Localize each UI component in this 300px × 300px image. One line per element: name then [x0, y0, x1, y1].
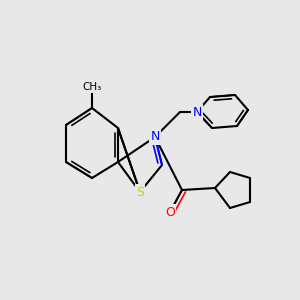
Text: CH₃: CH₃: [82, 82, 102, 92]
Text: S: S: [136, 185, 144, 199]
Text: N: N: [192, 106, 202, 118]
Text: N: N: [150, 130, 160, 143]
Text: O: O: [165, 206, 175, 218]
